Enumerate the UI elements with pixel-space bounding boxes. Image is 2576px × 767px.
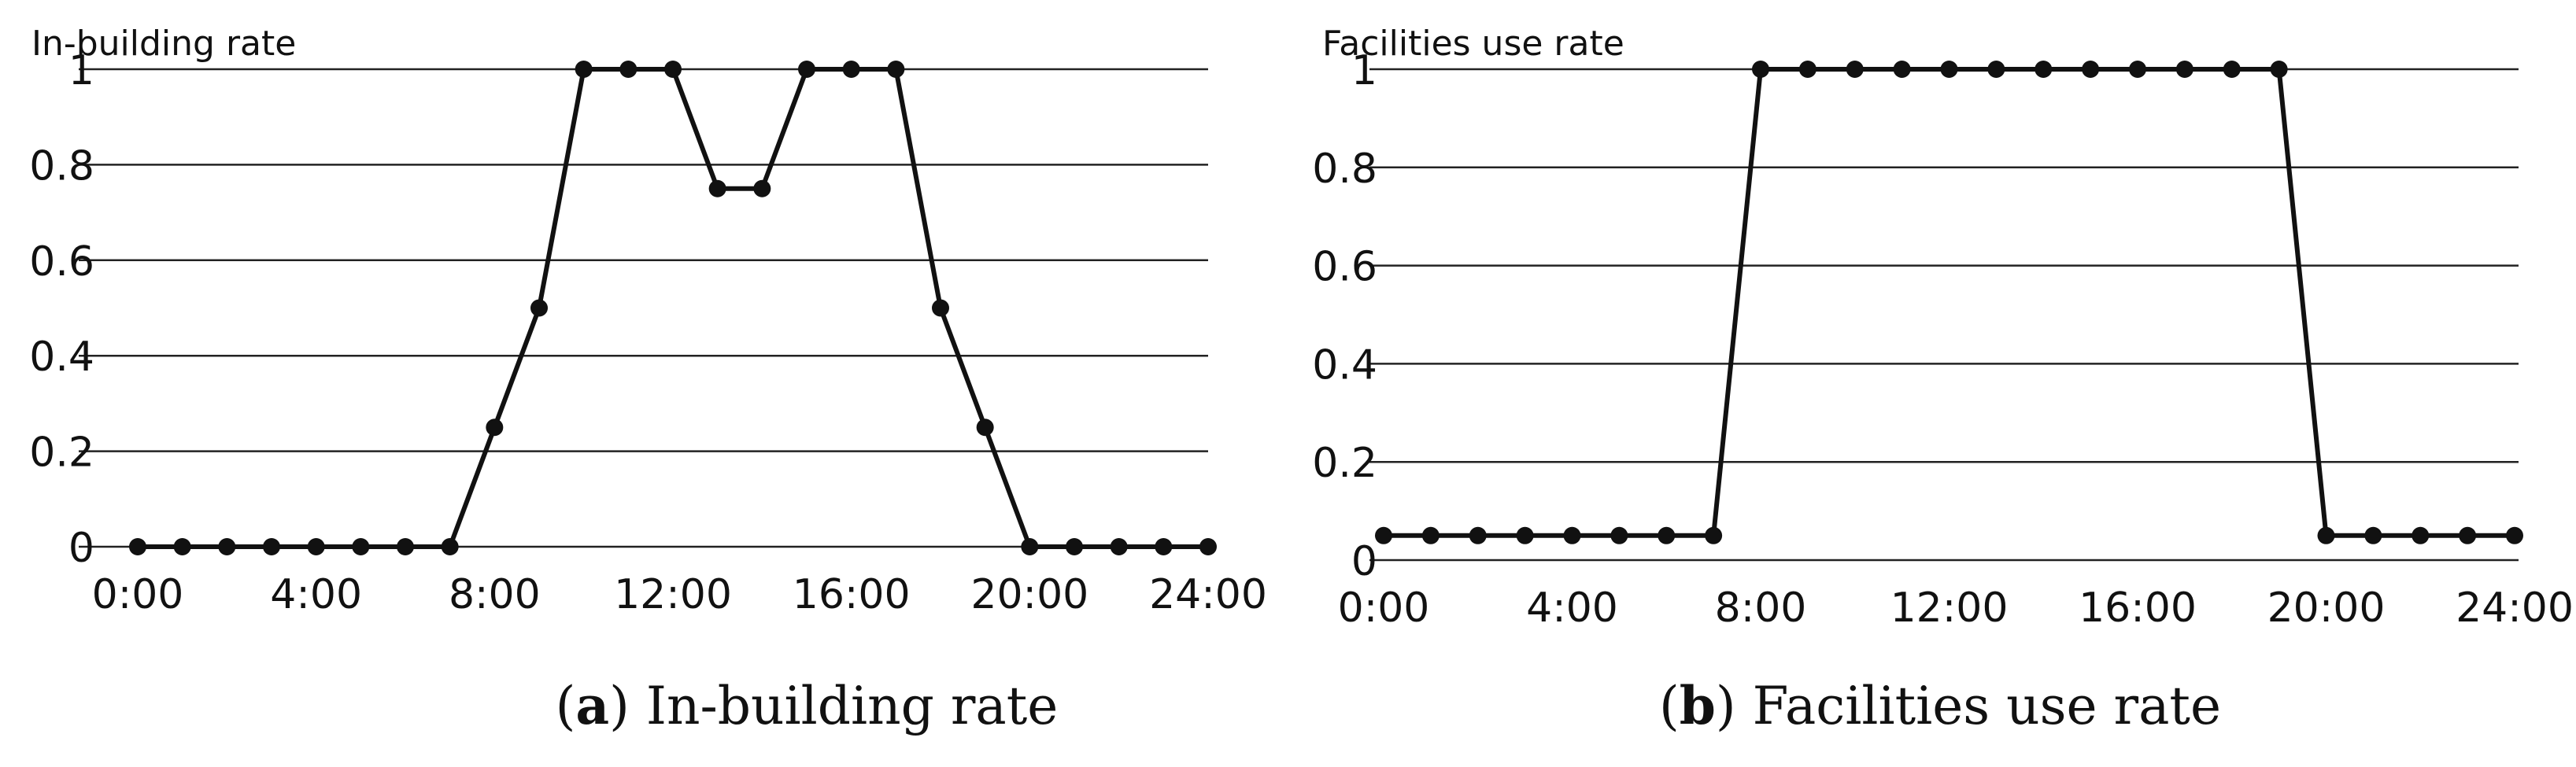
data-point — [1563, 526, 1581, 544]
x-tick-label: 4:00 — [270, 571, 362, 618]
x-tick-labels: 0:00 4:00 8:00 12:00 16:00 20:00 24:00 — [1338, 584, 2574, 632]
series-layer — [1375, 61, 2523, 544]
data-point — [1705, 526, 1723, 544]
x-tick-label: 16:00 — [793, 571, 911, 618]
y-tick-label: 0 — [68, 525, 94, 572]
y-tick-label: 0.8 — [1312, 146, 1377, 193]
data-point — [530, 299, 548, 317]
y-tick-label: 0.4 — [1312, 341, 1377, 389]
x-tick-label: 24:00 — [2456, 584, 2574, 632]
data-point — [753, 179, 771, 197]
y-tick-label: 0.6 — [29, 238, 94, 286]
x-tick-label: 24:00 — [1149, 571, 1267, 618]
y-tick-label: 0.8 — [29, 142, 94, 190]
y-tick-label: 1 — [1351, 47, 1377, 94]
data-point — [1798, 61, 1817, 78]
data-point — [932, 299, 949, 317]
data-point — [1846, 61, 1864, 78]
caption-text: Facilities use rate — [1753, 676, 2221, 736]
x-tick-label: 12:00 — [614, 571, 732, 618]
data-point — [129, 538, 146, 555]
data-point — [575, 61, 593, 78]
caption-tag: b — [1680, 675, 1716, 736]
data-point — [2412, 526, 2430, 544]
data-point — [976, 419, 994, 437]
x-tick-label: 0:00 — [92, 571, 184, 618]
data-point — [2364, 526, 2382, 544]
data-point — [664, 61, 682, 78]
data-point — [1752, 61, 1769, 78]
data-point — [2175, 61, 2193, 78]
series-line — [138, 67, 1208, 549]
data-point — [2035, 61, 2053, 78]
data-point — [1516, 526, 1534, 544]
caption-a: (a) In-building rate — [556, 675, 1059, 736]
data-point — [1021, 538, 1039, 555]
data-point — [2082, 61, 2100, 78]
caption-b: (b) Facilities use rate — [1659, 675, 2221, 736]
data-point — [2270, 61, 2288, 78]
data-point — [1199, 538, 1217, 555]
data-point — [1610, 526, 1628, 544]
grid-lines — [79, 68, 1208, 548]
data-point — [1893, 61, 1911, 78]
data-point — [708, 179, 726, 197]
caption-text: In-building rate — [646, 676, 1058, 736]
data-point — [1469, 526, 1487, 544]
x-tick-label: 16:00 — [2079, 584, 2197, 632]
data-point — [1375, 526, 1392, 544]
y-tick-labels: 0 0.2 0.4 0.6 0.8 1 — [29, 47, 94, 572]
chart-panel-b: Facilities use rate 0 0.2 0.4 0.6 0.8 1 0:00 4… — [1312, 24, 2574, 736]
data-point — [2459, 526, 2477, 544]
x-tick-label: 20:00 — [2267, 584, 2386, 632]
y-tick-label: 0.4 — [29, 334, 94, 381]
x-tick-label: 12:00 — [1890, 584, 2009, 632]
chart-panel-a: In-building rate 0 0.2 0.4 0.6 0.8 1 0:00 4:00… — [29, 24, 1267, 736]
data-point — [887, 61, 905, 78]
data-point — [2317, 526, 2335, 544]
y-tick-label: 1 — [68, 47, 94, 94]
data-point — [1110, 538, 1128, 555]
grid-lines — [1369, 68, 2519, 562]
caption-tag: a — [575, 675, 609, 736]
data-point — [2223, 61, 2241, 78]
y-tick-label: 0 — [1351, 538, 1377, 585]
data-point — [441, 538, 459, 555]
data-point — [307, 538, 325, 555]
x-tick-labels: 0:00 4:00 8:00 12:00 16:00 20:00 24:00 — [92, 571, 1267, 618]
x-tick-label: 0:00 — [1338, 584, 1430, 632]
data-point — [2506, 526, 2523, 544]
y-tick-label: 0.6 — [1312, 244, 1377, 291]
data-point — [218, 538, 236, 555]
data-point — [619, 61, 638, 78]
data-point — [173, 538, 191, 555]
data-point — [1155, 538, 1173, 555]
data-point — [486, 419, 504, 437]
data-point — [2129, 61, 2146, 78]
data-point — [842, 61, 860, 78]
x-tick-label: 8:00 — [1715, 584, 1807, 632]
y-axis-title: Facilities use rate — [1322, 24, 1624, 64]
data-point — [1658, 526, 1676, 544]
data-point — [1066, 538, 1083, 555]
y-tick-labels: 0 0.2 0.4 0.6 0.8 1 — [1312, 47, 1377, 585]
y-tick-label: 0.2 — [29, 430, 94, 477]
series-line — [1384, 67, 2515, 538]
data-point — [397, 538, 414, 555]
data-point — [1940, 61, 1958, 78]
x-tick-label: 8:00 — [449, 571, 541, 618]
y-tick-label: 0.2 — [1312, 440, 1377, 487]
series-layer — [129, 61, 1217, 555]
data-point — [1421, 526, 1440, 544]
x-tick-label: 4:00 — [1526, 584, 1618, 632]
data-point — [263, 538, 280, 555]
data-point — [352, 538, 370, 555]
x-tick-label: 20:00 — [970, 571, 1088, 618]
data-point — [798, 61, 815, 78]
y-axis-title: In-building rate — [31, 24, 296, 64]
data-point — [1987, 61, 2005, 78]
